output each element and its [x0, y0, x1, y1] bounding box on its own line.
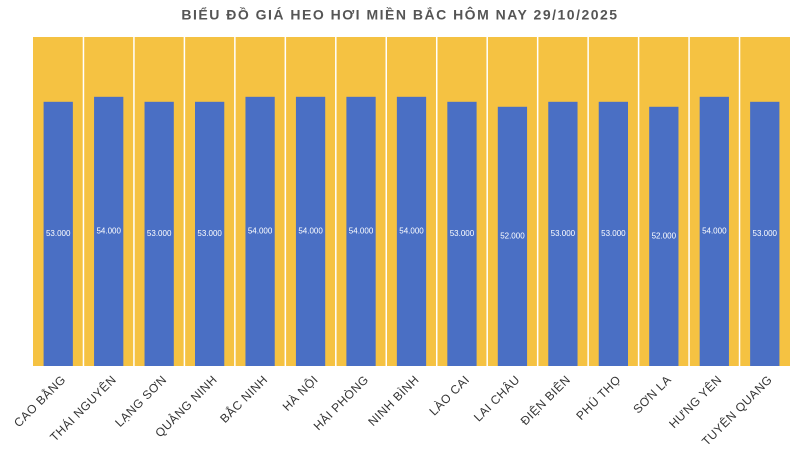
value-label: 53.000	[753, 229, 778, 238]
bar	[194, 101, 225, 366]
bar	[598, 101, 629, 366]
x-tick-label: BẮC NINH	[216, 372, 270, 426]
value-label: 54.000	[349, 227, 374, 236]
value-label: 53.000	[601, 229, 626, 238]
x-tick-label: LAI CHÂU	[470, 372, 523, 425]
value-label: 53.000	[450, 229, 475, 238]
bar	[548, 101, 578, 366]
x-tick-label: SƠN LA	[630, 372, 674, 416]
bar	[447, 101, 477, 366]
bar	[497, 106, 528, 367]
x-tick-label: PHÚ THỌ	[573, 372, 624, 423]
bar	[94, 96, 124, 367]
bar	[699, 96, 729, 367]
x-tick-label: LÀO CAI	[426, 372, 473, 419]
bar	[43, 101, 73, 366]
value-label: 53.000	[46, 229, 71, 238]
value-label: 54.000	[399, 227, 424, 236]
value-label: 54.000	[96, 227, 121, 236]
x-tick-label: HÀ NỘI	[279, 372, 321, 414]
bar	[346, 96, 376, 367]
chart-title: BIỂU ĐỒ GIÁ HEO HƠI MIỀN BẮC HÔM NAY 29/…	[181, 6, 618, 23]
x-tick-label: ĐIỆN BIÊN	[517, 372, 573, 428]
bar	[396, 96, 427, 367]
value-label: 53.000	[197, 229, 222, 238]
value-label: 54.000	[298, 227, 323, 236]
bar	[295, 96, 326, 367]
value-label: 54.000	[248, 227, 273, 236]
bar	[144, 101, 174, 366]
bar	[649, 106, 679, 367]
bar	[245, 96, 275, 367]
value-label: 54.000	[702, 227, 727, 236]
value-label: 53.000	[147, 229, 172, 238]
bar	[750, 101, 780, 366]
x-tick-label: NINH BÌNH	[365, 372, 422, 429]
value-label: 52.000	[500, 232, 525, 241]
value-label: 53.000	[551, 229, 576, 238]
value-label: 52.000	[652, 232, 677, 241]
